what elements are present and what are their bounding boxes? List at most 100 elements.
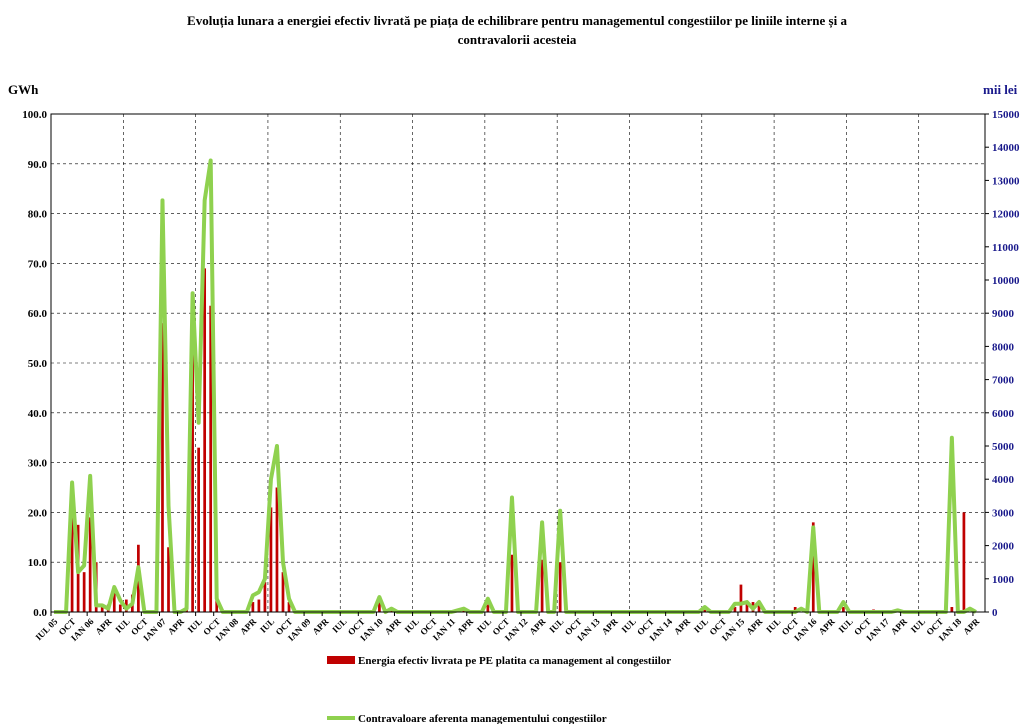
energy-bar: [733, 607, 737, 612]
energy-bar: [950, 607, 954, 612]
legend-swatch-value: [327, 716, 355, 720]
energy-bars: [70, 268, 966, 612]
x-tick-label: APR: [600, 616, 621, 637]
energy-bar: [161, 323, 164, 612]
y-left-tick-label: 40.0: [28, 408, 48, 420]
y-left-tick-label: 30.0: [28, 458, 48, 470]
x-tick-label: APR: [383, 616, 404, 637]
energy-bar: [215, 599, 219, 612]
energy-bar: [703, 609, 707, 612]
energy-bar: [100, 604, 104, 612]
y-left-tick-label: 70.0: [28, 258, 48, 270]
x-tick-label: APR: [744, 616, 765, 637]
y-right-tick-label: 14000: [992, 142, 1020, 154]
x-tick-label: IUL: [113, 616, 131, 634]
y-right-tick-label: 3000: [992, 507, 1015, 519]
x-tick-label: IUL: [836, 616, 854, 634]
energy-bar: [88, 517, 92, 612]
y-right-tick-label: 4000: [992, 474, 1015, 486]
y-left-tick-label: 100.0: [22, 109, 47, 121]
x-tick-label: IUL 05: [33, 616, 59, 642]
y-right-tick-label: 1000: [992, 574, 1015, 586]
energy-bar: [197, 447, 200, 612]
x-tick-label: APR: [94, 616, 115, 637]
y-right-tick-label: 5000: [992, 441, 1015, 453]
energy-bar: [486, 604, 490, 612]
y-right-tick-label: 13000: [992, 175, 1020, 187]
x-tick-label: IUL: [692, 616, 710, 634]
energy-bar: [82, 572, 86, 612]
y-left-tick-label: 60.0: [28, 308, 48, 320]
energy-bar: [962, 512, 966, 612]
energy-bar: [811, 522, 815, 612]
energy-bar: [167, 547, 170, 612]
x-tick-label: APR: [238, 616, 259, 637]
x-tick-label: APR: [166, 616, 187, 637]
y-right-tick-label: 0: [992, 607, 998, 619]
x-tick-label: IUL: [475, 616, 493, 634]
legend-label-value: Contravaloare aferenta managementului co…: [358, 713, 607, 724]
energy-bar: [793, 607, 797, 612]
energy-bar: [378, 602, 381, 612]
x-tick-label: IUL: [764, 616, 782, 634]
x-tick-label: IUL: [909, 616, 927, 634]
x-tick-label: APR: [961, 616, 982, 637]
energy-bar: [287, 602, 291, 612]
energy-bar: [191, 313, 194, 612]
energy-bar: [203, 268, 207, 612]
y-right-tick-label: 12000: [992, 209, 1020, 221]
legend: Energia efectiv livrata pe PE platita ca…: [327, 655, 671, 724]
energy-bar: [281, 572, 285, 612]
energy-bar: [510, 554, 514, 612]
energy-bar: [540, 559, 544, 612]
energy-bar: [745, 604, 749, 612]
x-tick-label: APR: [889, 616, 910, 637]
energy-bar: [112, 592, 116, 612]
y-right-tick-label: 6000: [992, 408, 1015, 420]
x-tick-label: APR: [817, 616, 838, 637]
y-left-tick-label: 20.0: [28, 507, 48, 519]
legend-label-energy: Energia efectiv livrata pe PE platita ca…: [358, 655, 671, 667]
energy-bar: [209, 305, 213, 612]
legend-swatch-energy: [327, 656, 355, 664]
y-left-tick-label: 10.0: [28, 557, 48, 569]
y-axis-right-label: mii lei: [983, 82, 1018, 97]
x-tick-label: IUL: [330, 616, 348, 634]
y-left-tick-label: 0.0: [33, 607, 47, 619]
chart-title-line2: contravalorii acesteia: [458, 32, 577, 47]
y-left-tick-label: 50.0: [28, 358, 48, 370]
y-right-tick-label: 8000: [992, 341, 1015, 353]
energy-bar: [269, 507, 273, 612]
x-tick-label: IUL: [186, 616, 204, 634]
y-right-tick-label: 2000: [992, 541, 1015, 553]
y-right-tick-label: 9000: [992, 308, 1015, 320]
x-tick-label: IUL: [547, 616, 565, 634]
y-right-tick-label: 7000: [992, 375, 1015, 387]
energy-bar: [757, 604, 761, 612]
energy-bar: [257, 599, 261, 612]
x-tick-label: IUL: [258, 616, 276, 634]
energy-bar: [275, 487, 279, 612]
chart-title-line1: Evoluția lunara a energiei efectiv livra…: [187, 13, 847, 29]
x-tick-label: APR: [672, 616, 693, 637]
energy-bar: [842, 607, 845, 612]
energy-bar: [70, 507, 74, 612]
energy-bar: [251, 602, 255, 612]
energy-bar: [558, 562, 562, 612]
y-right-tick-label: 11000: [992, 242, 1019, 254]
x-tick-label: APR: [455, 616, 476, 637]
x-tick-label: IUL: [403, 616, 421, 634]
energy-bar: [118, 604, 122, 612]
y-axis-left-label: GWh: [8, 82, 39, 97]
x-tick-label: APR: [310, 616, 331, 637]
axes: [50, 113, 989, 616]
y-right-tick-label: 15000: [992, 109, 1020, 121]
energy-bar: [739, 584, 743, 612]
plot-area-border: [50, 113, 986, 613]
energy-bar: [263, 582, 267, 612]
y-left-tick-label: 90.0: [28, 159, 48, 171]
y-left-tick-label: 80.0: [28, 209, 48, 221]
x-tick-label: IUL: [620, 616, 638, 634]
x-tick-label: APR: [527, 616, 548, 637]
